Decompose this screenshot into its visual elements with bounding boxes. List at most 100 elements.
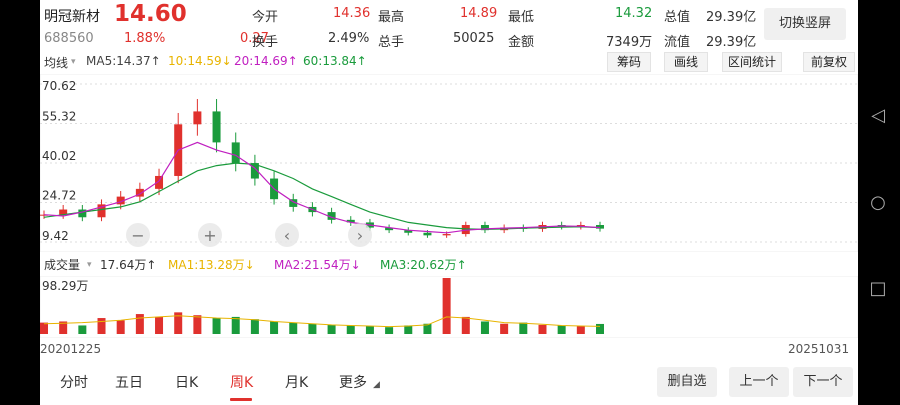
high-label: 最高 xyxy=(378,10,405,25)
total-value-label: 总值 xyxy=(664,10,691,25)
chart-ctrl-icon: › xyxy=(357,226,363,245)
volume-bar xyxy=(193,315,202,334)
system-nav-bar: ◁ ○ □ xyxy=(858,0,900,405)
active-tab-indicator xyxy=(230,398,252,401)
volume-bar xyxy=(404,325,413,334)
candle-body xyxy=(212,111,221,143)
more-caret-icon: ◢ xyxy=(373,380,380,390)
remove-watchlist-button[interactable]: 删自选 xyxy=(657,367,717,397)
candle-body xyxy=(155,175,164,189)
volume-bar xyxy=(385,327,394,334)
tab-more[interactable]: 更多 xyxy=(339,375,367,391)
total-value: 29.39亿 xyxy=(706,10,757,25)
kline-chart[interactable]: 70.62 55.32 40.02 24.72 9.42 − + ‹ › xyxy=(40,74,858,252)
tab-weekly[interactable]: 周K xyxy=(230,375,254,391)
volume-chart[interactable]: 98.29万 xyxy=(40,276,858,338)
float-value-label: 流值 xyxy=(664,35,691,50)
volume-bar xyxy=(327,324,336,334)
stock-code: 688560 xyxy=(44,31,94,46)
quote-header: 明冠新材 14.60 688560 1.88% 0.27 今开 14.36 最高… xyxy=(40,0,858,50)
volume-bar xyxy=(250,319,259,334)
chips-button[interactable]: 筹码 xyxy=(607,52,651,72)
volume-bar xyxy=(365,326,374,334)
candle-body xyxy=(116,196,125,205)
chart-ctrl-bg xyxy=(198,223,222,247)
change-pct: 1.88% xyxy=(124,31,166,46)
candle-body xyxy=(97,204,106,218)
turnover-value: 2.49% xyxy=(328,31,370,46)
range-stats-button[interactable]: 区间统计 xyxy=(722,52,782,72)
tab-five-day[interactable]: 五日 xyxy=(115,375,143,391)
low-label: 最低 xyxy=(508,10,535,25)
dropdown-caret-icon: ▾ xyxy=(87,260,92,270)
start-date: 20201225 xyxy=(40,342,102,356)
volume-bar xyxy=(270,321,279,334)
volume-bar xyxy=(135,314,144,334)
draw-line-button[interactable]: 画线 xyxy=(664,52,708,72)
candle-body xyxy=(250,163,259,179)
last-price: 14.60 xyxy=(114,1,187,27)
volume-bar xyxy=(308,323,317,334)
candle-body xyxy=(442,234,451,236)
volume-bar xyxy=(59,321,68,334)
volume-bar xyxy=(78,325,87,334)
candle-body xyxy=(404,230,413,233)
next-stock-button[interactable]: 下一个 xyxy=(793,367,853,397)
volume-selector[interactable]: 成交量 xyxy=(44,258,81,272)
volume-bar xyxy=(596,323,604,334)
open-value: 14.36 xyxy=(333,6,371,21)
turnover-label: 换手 xyxy=(252,35,279,50)
end-date: 20251031 xyxy=(788,342,850,356)
chart-ctrl-bg xyxy=(275,223,299,247)
amount-label: 金额 xyxy=(508,35,535,50)
home-icon[interactable]: ○ xyxy=(870,192,886,213)
tab-monthly[interactable]: 月K xyxy=(285,375,309,391)
tab-daily[interactable]: 日K xyxy=(175,375,199,391)
chart-ctrl-icon: + xyxy=(203,226,216,245)
volume-bar xyxy=(212,318,221,334)
float-value: 29.39亿 xyxy=(706,35,757,50)
prev-stock-button[interactable]: 上一个 xyxy=(729,367,789,397)
volume-bar xyxy=(346,325,355,334)
candle-body xyxy=(480,225,489,231)
volume-ma3: MA3:20.62万↑ xyxy=(380,258,467,272)
y-axis-label: 40.02 xyxy=(42,149,76,163)
back-icon[interactable]: ◁ xyxy=(871,105,885,126)
volume-bar xyxy=(423,323,432,334)
volume-ma1: MA1:13.28万↓ xyxy=(168,258,255,272)
chart-ctrl-icon: − xyxy=(131,226,144,245)
chart-ctrl-bg xyxy=(126,223,150,247)
ma10-value: 10:14.59↓ xyxy=(168,54,232,68)
volume-label: 总手 xyxy=(378,35,405,50)
tab-intraday[interactable]: 分时 xyxy=(60,375,88,391)
candle-body xyxy=(461,225,470,235)
volume-bar xyxy=(116,320,125,334)
candle-body xyxy=(576,225,585,227)
volume-bar xyxy=(500,323,509,334)
ma20-value: 20:14.69↑ xyxy=(234,54,298,68)
volume-bar xyxy=(40,322,48,334)
recents-icon[interactable]: □ xyxy=(869,278,887,299)
volume-bar xyxy=(174,312,183,334)
volume-ma1-line xyxy=(43,315,601,328)
switch-portrait-button[interactable]: 切换竖屏 xyxy=(764,8,846,40)
candle-body xyxy=(596,225,604,229)
volume-legend: 成交量 ▾ 17.64万↑ MA1:13.28万↓ MA2:21.54万↓ MA… xyxy=(40,255,858,275)
ma-selector[interactable]: 均线 xyxy=(44,56,69,70)
candle-body xyxy=(231,142,240,164)
high-value: 14.89 xyxy=(460,6,498,21)
fq-button[interactable]: 前复权 xyxy=(803,52,855,72)
amount-value: 7349万 xyxy=(606,35,653,50)
candle-body xyxy=(346,219,355,223)
volume-bar xyxy=(576,326,585,334)
candle-body xyxy=(59,209,68,215)
candle-body xyxy=(78,209,87,218)
volume-bar xyxy=(519,322,528,334)
y-axis-label: 55.32 xyxy=(42,110,76,124)
volume-current: 17.64万↑ xyxy=(100,258,157,272)
dropdown-caret-icon: ▾ xyxy=(71,57,76,67)
chart-ctrl-icon: ‹ xyxy=(284,226,290,245)
candle-body xyxy=(327,212,336,220)
ma60-line xyxy=(43,162,601,231)
candle-body xyxy=(289,199,298,207)
